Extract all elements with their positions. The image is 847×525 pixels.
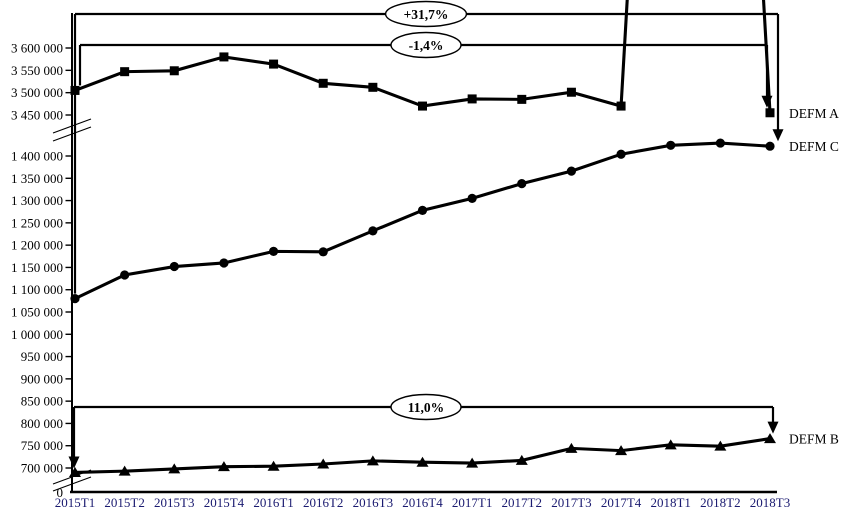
data-point-defm-a bbox=[517, 94, 527, 104]
x-axis-label: 2015T2 bbox=[104, 495, 144, 510]
y-axis-label: 750 000 bbox=[21, 438, 63, 453]
data-point-defm-c bbox=[120, 270, 130, 280]
y-axis-label: 3 500 000 bbox=[11, 85, 63, 100]
data-point-defm-c bbox=[616, 149, 626, 159]
y-axis-label: 1 150 000 bbox=[11, 260, 63, 275]
data-point-defm-b bbox=[267, 460, 280, 471]
x-axis-label: 2016T3 bbox=[353, 495, 393, 510]
data-point-defm-b bbox=[515, 454, 528, 465]
data-point-defm-a bbox=[318, 78, 328, 88]
data-point-defm-c bbox=[715, 138, 725, 148]
data-point-defm-a bbox=[219, 52, 229, 62]
axis-break-mark bbox=[52, 118, 92, 134]
data-point-defm-b bbox=[416, 456, 429, 467]
data-point-defm-a bbox=[418, 101, 427, 111]
x-axis-label: 2016T1 bbox=[253, 495, 293, 510]
data-point-defm-b bbox=[615, 445, 628, 456]
y-axis-label: 1 050 000 bbox=[11, 305, 63, 320]
data-point-defm-a bbox=[169, 66, 179, 76]
axis-break-mark bbox=[52, 476, 92, 492]
data-point-defm-c bbox=[219, 258, 229, 268]
data-point-defm-a bbox=[616, 101, 626, 111]
data-point-defm-b bbox=[714, 440, 727, 451]
x-axis-label: 2015T4 bbox=[204, 495, 245, 510]
data-point-defm-c bbox=[517, 179, 527, 189]
data-point-defm-a bbox=[120, 67, 130, 77]
x-axis-label: 2018T2 bbox=[700, 495, 740, 510]
data-point-defm-c bbox=[70, 294, 80, 304]
bracket-arrowhead bbox=[68, 456, 80, 469]
y-axis-label: 900 000 bbox=[21, 371, 63, 386]
data-point-defm-b bbox=[217, 461, 230, 472]
data-point-defm-b bbox=[466, 457, 479, 468]
data-point-defm-c bbox=[169, 261, 179, 272]
y-axis-label: 3 450 000 bbox=[11, 108, 63, 123]
data-point-defm-a bbox=[269, 59, 279, 69]
change-label: +31,7% bbox=[404, 7, 449, 22]
y-axis-label: 700 000 bbox=[21, 461, 63, 476]
x-axis-label: 2015T1 bbox=[55, 495, 95, 510]
data-point-defm-c bbox=[318, 247, 328, 257]
x-axis-label: 2016T4 bbox=[402, 495, 443, 510]
x-axis-label: 2018T1 bbox=[650, 495, 690, 510]
x-axis-label: 2017T4 bbox=[601, 495, 642, 510]
y-axis-label: 1 200 000 bbox=[11, 238, 63, 253]
bracket-arrowhead bbox=[767, 421, 779, 434]
data-point-defm-c bbox=[467, 193, 477, 203]
x-axis-label: 2017T2 bbox=[502, 495, 542, 510]
x-axis-label: 2017T3 bbox=[551, 495, 591, 510]
y-axis-label: 1 400 000 bbox=[11, 149, 63, 164]
series-name-label: DEFM C bbox=[789, 139, 839, 154]
y-axis-label: 1 100 000 bbox=[11, 282, 63, 297]
y-axis-label: 1 350 000 bbox=[11, 171, 63, 186]
change-ellipse bbox=[384, 0, 468, 28]
axis-break-mark bbox=[52, 126, 92, 142]
data-point-defm-c bbox=[666, 140, 676, 150]
data-point-defm-b bbox=[565, 442, 578, 453]
data-point-defm-c bbox=[765, 141, 775, 151]
change-label: -1,4% bbox=[409, 38, 444, 53]
y-axis-label: 850 000 bbox=[21, 394, 63, 409]
data-point-defm-a bbox=[467, 94, 477, 104]
y-axis-label: 1 000 000 bbox=[11, 327, 63, 342]
y-axis-label: 1 250 000 bbox=[11, 215, 63, 230]
series-name-label: DEFM A bbox=[789, 106, 839, 121]
data-point-defm-c bbox=[368, 226, 378, 236]
data-point-defm-c bbox=[417, 205, 428, 215]
x-axis-label: 2017T1 bbox=[452, 495, 492, 510]
data-point-defm-b bbox=[69, 466, 81, 477]
x-axis-label: 2018T3 bbox=[750, 495, 790, 510]
y-axis-label: 3 550 000 bbox=[11, 63, 63, 78]
series-name-label: DEFM B bbox=[789, 432, 839, 447]
data-point-defm-a bbox=[566, 87, 576, 97]
y-axis-origin-label: 0 bbox=[57, 485, 64, 500]
data-point-defm-b bbox=[366, 455, 379, 466]
y-axis-label: 950 000 bbox=[21, 349, 63, 364]
y-axis-label: 3 600 000 bbox=[11, 41, 63, 56]
series-line-defm-c bbox=[74, 141, 771, 301]
data-point-defm-b bbox=[764, 433, 776, 444]
x-axis-label: 2015T3 bbox=[154, 495, 194, 510]
y-axis-label: 800 000 bbox=[21, 416, 63, 431]
data-point-defm-b bbox=[317, 458, 330, 469]
change-ellipse bbox=[390, 31, 462, 59]
data-point-defm-b bbox=[168, 463, 181, 474]
data-point-defm-a bbox=[765, 108, 775, 118]
data-point-defm-a bbox=[70, 85, 80, 95]
x-axis-label: 2016T2 bbox=[303, 495, 343, 510]
data-point-defm-b bbox=[664, 439, 677, 450]
change-ellipse bbox=[390, 393, 462, 421]
bracket-arrowhead bbox=[772, 129, 784, 142]
y-axis-label: 1 300 000 bbox=[11, 193, 63, 208]
data-point-defm-c bbox=[268, 246, 279, 256]
change-label: 11,0% bbox=[408, 400, 444, 415]
data-point-defm-c bbox=[566, 166, 577, 176]
series-line-defm-b bbox=[74, 437, 771, 475]
data-point-defm-a bbox=[368, 82, 378, 92]
data-point-defm-b bbox=[118, 465, 131, 476]
